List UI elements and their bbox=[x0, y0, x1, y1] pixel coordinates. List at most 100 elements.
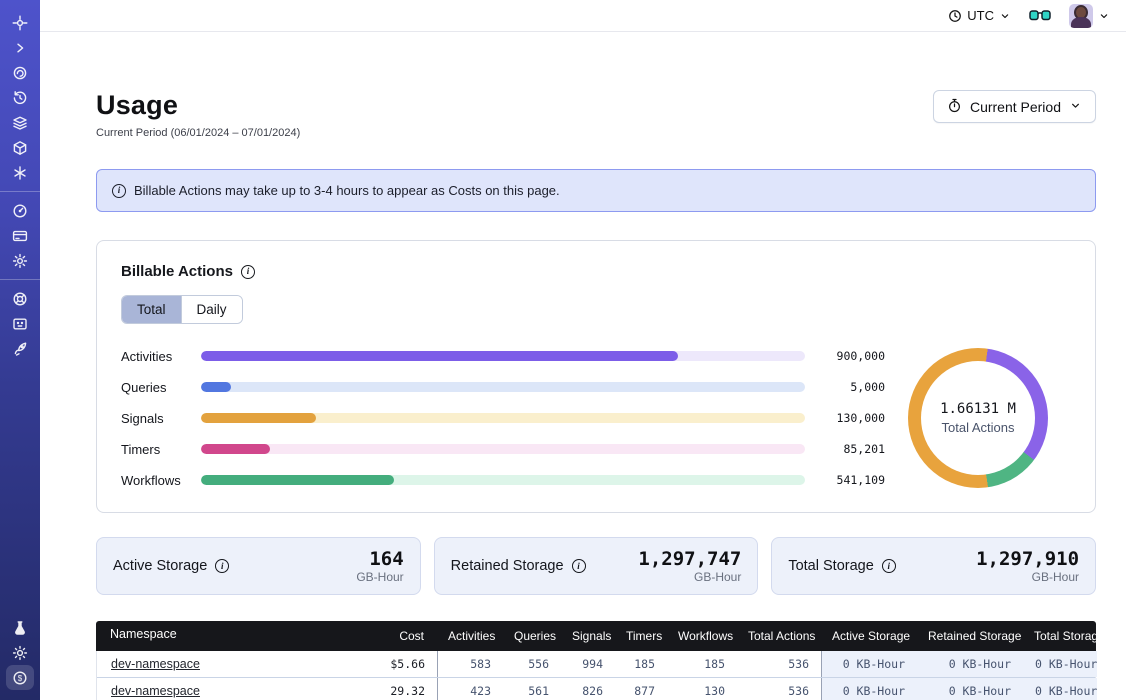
namespace-cell: dev-namespace bbox=[97, 651, 367, 677]
value-cell: 536 bbox=[737, 651, 821, 677]
value-cell: 185 bbox=[615, 651, 667, 677]
column-header-total-actions: Total Actions bbox=[736, 621, 820, 651]
support-icon[interactable] bbox=[6, 286, 34, 311]
bar-value: 85,201 bbox=[805, 442, 885, 456]
storage-card-value: 1,297,910 bbox=[976, 548, 1079, 570]
bar-row-workflows: Workflows541,109 bbox=[121, 473, 885, 488]
chevron-down-icon bbox=[999, 10, 1011, 22]
active-storage-card: Active Storage i 164 GB-Hour bbox=[96, 537, 421, 595]
nexus-icon[interactable] bbox=[6, 160, 34, 185]
namespace-usage-table: NamespaceCostActivitiesQueriesSignalsTim… bbox=[96, 621, 1096, 700]
value-cell: 877 bbox=[615, 678, 667, 700]
value-cell: 29.32 bbox=[367, 678, 437, 700]
info-icon[interactable]: i bbox=[572, 559, 586, 573]
bar-fill bbox=[201, 351, 678, 361]
value-cell: 0 KB-Hour bbox=[821, 678, 917, 700]
usage-icon[interactable] bbox=[6, 198, 34, 223]
temporal-logo-icon bbox=[6, 10, 34, 35]
info-icon[interactable]: i bbox=[241, 265, 255, 279]
table-header: NamespaceCostActivitiesQueriesSignalsTim… bbox=[96, 621, 1096, 651]
column-header-signals: Signals bbox=[560, 621, 614, 651]
total-storage-card: Total Storage i 1,297,910 GB-Hour bbox=[771, 537, 1096, 595]
expand-sidebar-chevron-icon[interactable] bbox=[6, 35, 34, 60]
bar-label: Activities bbox=[121, 349, 201, 364]
column-header-namespace: Namespace bbox=[96, 621, 366, 651]
account-menu[interactable] bbox=[1069, 4, 1110, 28]
billable-actions-title: Billable Actions bbox=[121, 263, 233, 280]
column-header-workflows: Workflows bbox=[666, 621, 736, 651]
page-scroll-area[interactable]: Usage Current Period (06/01/2024 – 07/01… bbox=[40, 32, 1126, 700]
glasses-icon[interactable] bbox=[1029, 9, 1051, 22]
value-cell: 826 bbox=[561, 678, 615, 700]
value-cell: 0 KB-Hour bbox=[1023, 651, 1097, 677]
bar-track bbox=[201, 351, 805, 361]
billable-actions-info-banner: i Billable Actions may take up to 3-4 ho… bbox=[96, 169, 1096, 212]
column-header-active-storage: Active Storage bbox=[820, 621, 916, 651]
page-title: Usage bbox=[96, 90, 300, 121]
total-actions-donut-chart: 1.66131 M Total Actions bbox=[908, 348, 1048, 488]
deployments-icon[interactable] bbox=[6, 110, 34, 135]
value-cell: 185 bbox=[667, 651, 737, 677]
bar-row-queries: Queries 5,000 bbox=[121, 380, 885, 395]
storage-card-unit: GB-Hour bbox=[356, 570, 403, 584]
bar-row-signals: Signals130,000 bbox=[121, 411, 885, 426]
info-icon[interactable]: i bbox=[882, 559, 896, 573]
info-icon: i bbox=[112, 184, 126, 198]
bar-value: 541,109 bbox=[805, 473, 885, 487]
value-cell: 561 bbox=[503, 678, 561, 700]
app-window: $ UTC bbox=[0, 0, 1126, 700]
value-cell: 0 KB-Hour bbox=[917, 678, 1023, 700]
bar-fill bbox=[201, 475, 394, 485]
bar-label: Timers bbox=[121, 442, 201, 457]
labs-icon[interactable] bbox=[6, 615, 34, 640]
value-cell: $5.66 bbox=[367, 651, 437, 677]
settings-icon[interactable] bbox=[6, 248, 34, 273]
namespace-link[interactable]: dev-namespace bbox=[111, 684, 200, 698]
column-header-timers: Timers bbox=[614, 621, 666, 651]
sidebar-divider bbox=[0, 191, 40, 192]
stopwatch-icon bbox=[947, 98, 962, 116]
bar-label: Signals bbox=[121, 411, 201, 426]
value-cell: 556 bbox=[503, 651, 561, 677]
timezone-label: UTC bbox=[967, 8, 994, 23]
bar-label: Queries bbox=[121, 380, 201, 395]
value-cell: 130 bbox=[667, 678, 737, 700]
bar-row-activities: Activities 900,000 bbox=[121, 349, 885, 364]
tab-total[interactable]: Total bbox=[122, 296, 181, 323]
chevron-down-icon bbox=[1098, 10, 1110, 22]
column-header-cost: Cost bbox=[366, 621, 436, 651]
namespace-link[interactable]: dev-namespace bbox=[111, 657, 200, 671]
storage-card-value: 164 bbox=[356, 548, 403, 570]
page-subtitle: Current Period (06/01/2024 – 07/01/2024) bbox=[96, 127, 300, 139]
bar-value: 5,000 bbox=[805, 380, 885, 394]
timezone-selector[interactable]: UTC bbox=[948, 8, 1011, 23]
sidebar-nav: $ bbox=[0, 0, 40, 700]
total-actions-label: Total Actions bbox=[942, 420, 1015, 435]
sidebar-divider bbox=[0, 279, 40, 280]
chevron-down-icon bbox=[1069, 99, 1082, 115]
bar-fill bbox=[201, 413, 316, 423]
pricing-icon[interactable]: $ bbox=[6, 665, 34, 690]
total-daily-tabs: TotalDaily bbox=[121, 295, 243, 324]
period-selector-button[interactable]: Current Period bbox=[933, 90, 1096, 123]
tab-daily[interactable]: Daily bbox=[181, 296, 242, 323]
bar-track bbox=[201, 413, 805, 423]
bar-value: 900,000 bbox=[805, 349, 885, 363]
schedules-icon[interactable] bbox=[6, 85, 34, 110]
period-selector-label: Current Period bbox=[970, 99, 1061, 115]
value-cell: 994 bbox=[561, 651, 615, 677]
namespaces-icon[interactable] bbox=[6, 60, 34, 85]
column-header-total-storage: Total Storage bbox=[1022, 621, 1096, 651]
user-avatar bbox=[1069, 4, 1093, 28]
workflows-icon[interactable] bbox=[6, 135, 34, 160]
feedback-icon[interactable] bbox=[6, 311, 34, 336]
getting-started-icon[interactable] bbox=[6, 336, 34, 361]
value-cell: 0 KB-Hour bbox=[917, 651, 1023, 677]
billing-icon[interactable] bbox=[6, 223, 34, 248]
theme-toggle-icon[interactable] bbox=[6, 640, 34, 665]
bar-fill bbox=[201, 382, 231, 392]
storage-card-label: Total Storage bbox=[788, 558, 873, 574]
storage-card-unit: GB-Hour bbox=[976, 570, 1079, 584]
bar-row-timers: Timers 85,201 bbox=[121, 442, 885, 457]
info-icon[interactable]: i bbox=[215, 559, 229, 573]
